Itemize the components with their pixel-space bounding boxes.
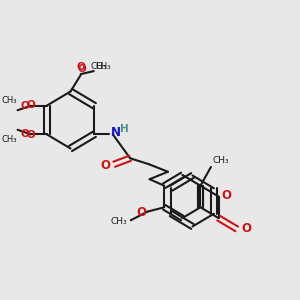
- Text: O: O: [20, 101, 29, 111]
- Text: CH₃: CH₃: [2, 96, 17, 105]
- Text: O: O: [26, 100, 35, 110]
- Text: CH₃: CH₃: [95, 61, 111, 70]
- Text: O: O: [136, 206, 146, 219]
- Text: O: O: [78, 64, 86, 74]
- Text: O: O: [20, 129, 29, 139]
- Text: O: O: [26, 130, 35, 140]
- Text: CH₃: CH₃: [111, 217, 128, 226]
- Text: H: H: [120, 124, 129, 134]
- Text: O: O: [241, 222, 251, 236]
- Text: CH₃: CH₃: [2, 135, 17, 144]
- Text: CH₃: CH₃: [212, 157, 229, 166]
- Text: O: O: [76, 62, 85, 72]
- Text: N: N: [110, 126, 120, 139]
- Text: CH₃: CH₃: [91, 61, 107, 70]
- Text: O: O: [100, 159, 110, 172]
- Text: O: O: [221, 189, 231, 203]
